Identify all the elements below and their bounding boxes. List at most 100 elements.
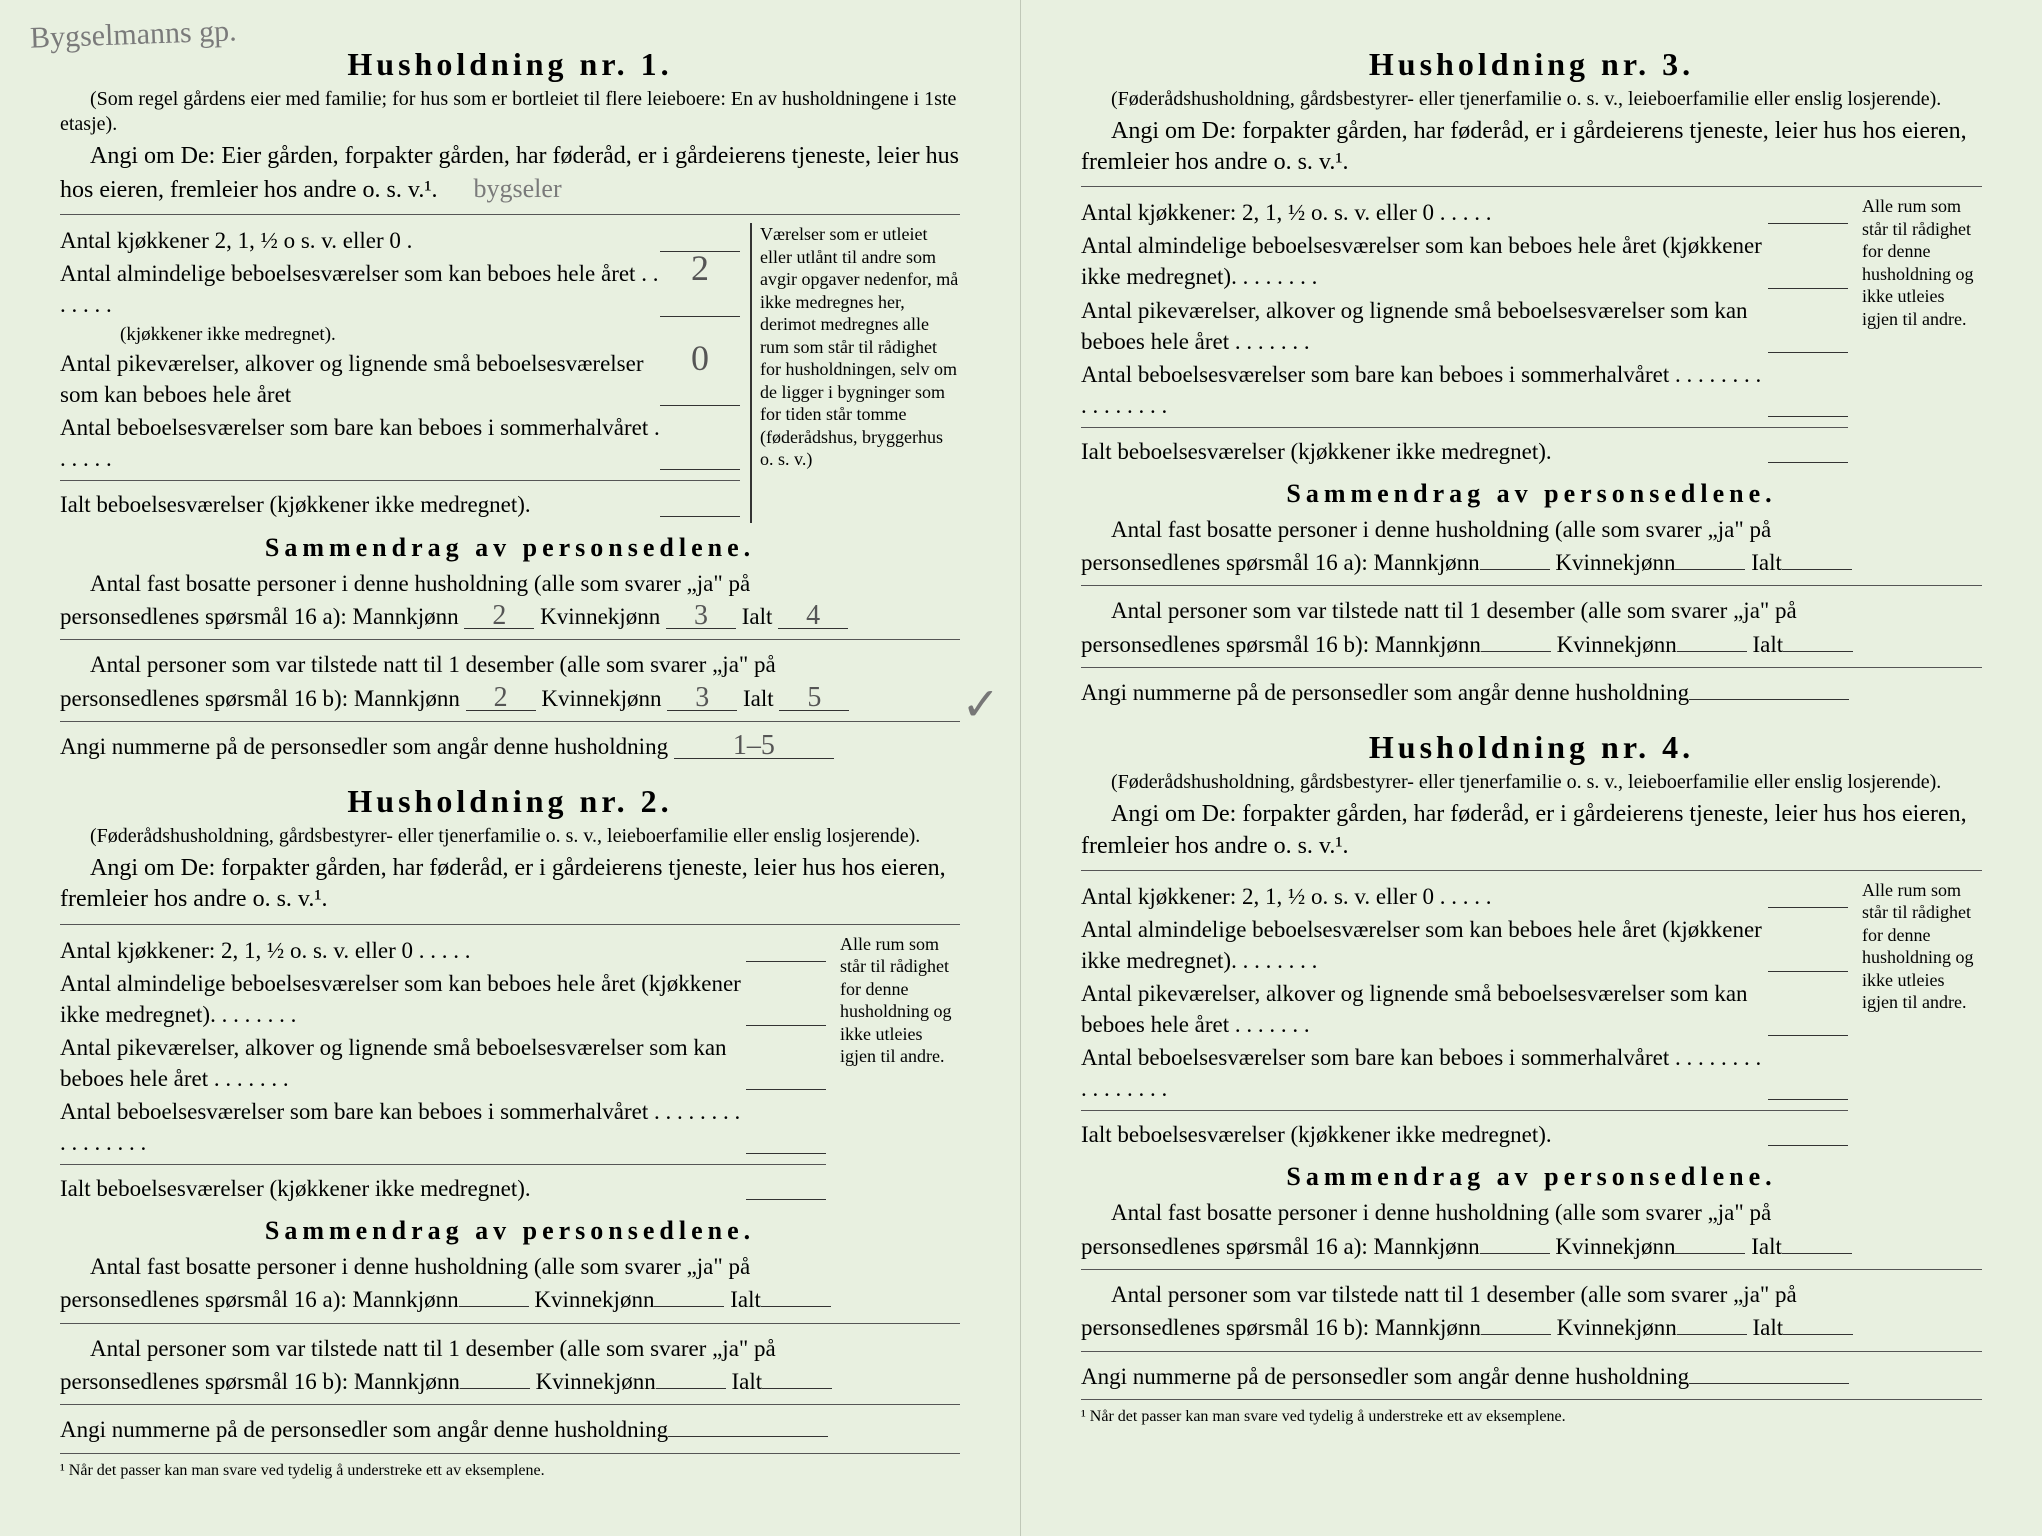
- label: Ialt beboelsesværelser (kjøkkener ikke m…: [60, 1173, 746, 1204]
- handwriting-annotation: Bygselmanns gp.: [29, 14, 237, 55]
- ialt-label: Ialt: [1753, 632, 1784, 657]
- value-slot: [1768, 910, 1848, 972]
- b2-pre: personsedlenes spørsmål 16 b): Mannkjønn: [1081, 632, 1481, 657]
- b-ialt-value: 5: [779, 685, 849, 711]
- ialt-label: Ialt: [730, 1287, 761, 1312]
- field-ialt-2: Ialt beboelsesværelser (kjøkkener ikke m…: [60, 1173, 826, 1204]
- sammendrag-b1-4: Antal personer som var tilstede natt til…: [1081, 1278, 1982, 1311]
- kv-label: Kvinnekjønn: [536, 1369, 656, 1394]
- a-ialt-value: 4: [778, 603, 848, 629]
- fields-left-1: Antal kjøkkener 2, 1, ½ o s. v. eller 0 …: [60, 223, 740, 522]
- value-slot: [1677, 1334, 1747, 1335]
- label: Ialt beboelsesværelser (kjøkkener ikke m…: [1081, 436, 1768, 467]
- sammendrag-a2-2: personsedlenes spørsmål 16 a): Mannkjønn…: [60, 1283, 960, 1316]
- fields-block-4: Antal kjøkkener: 2, 1, ½ o. s. v. eller …: [1081, 879, 1982, 1152]
- sammendrag-title-4: Sammendrag av personsedlene.: [1081, 1162, 1982, 1192]
- right-page: Husholdning nr. 3. (Føderådshusholdning,…: [1021, 0, 2042, 1536]
- kv-label: Kvinnekjønn: [534, 1287, 654, 1312]
- sammendrag-a1-1: Antal fast bosatte personer i denne hush…: [60, 567, 960, 600]
- subnote-3: (Føderådshusholdning, gårdsbestyrer- ell…: [1081, 87, 1982, 112]
- sammendrag-b1-3: Antal personer som var tilstede natt til…: [1081, 594, 1982, 627]
- a-mann-value: 2: [464, 603, 534, 629]
- section-title-2: Husholdning nr. 2.: [60, 783, 960, 820]
- a2-pre: personsedlenes spørsmål 16 a): Mannkjønn: [1081, 550, 1480, 575]
- sammendrag-a1-2: Antal fast bosatte personer i denne hush…: [60, 1250, 960, 1283]
- field-almindelige-2: Antal almindelige beboelsesværelser som …: [60, 968, 826, 1030]
- b2-pre: personsedlenes spørsmål 16 b): Mannkjønn: [60, 1369, 460, 1394]
- value-slot: [1481, 1334, 1551, 1335]
- fields-block-1: Antal kjøkkener 2, 1, ½ o s. v. eller 0 …: [60, 223, 960, 522]
- label: Antal kjøkkener: 2, 1, ½ o. s. v. eller …: [60, 935, 746, 966]
- sammendrag-b1-1: Antal personer som var tilstede natt til…: [60, 648, 960, 681]
- sammendrag-b2-1: personsedlenes spørsmål 16 b): Mannkjønn…: [60, 682, 960, 715]
- sammendrag-a2-4: personsedlenes spørsmål 16 a): Mannkjønn…: [1081, 1230, 1982, 1263]
- angi-4: Angi om De: forpakter gården, har føderå…: [1081, 799, 1982, 861]
- value-slot: [1481, 651, 1551, 652]
- sammendrag-b2-3: personsedlenes spørsmål 16 b): Mannkjønn…: [1081, 628, 1982, 661]
- fields-left-3: Antal kjøkkener: 2, 1, ½ o. s. v. eller …: [1081, 195, 1848, 468]
- b2-pre: personsedlenes spørsmål 16 b): Mannkjønn: [60, 686, 460, 711]
- value-slot: [1768, 877, 1848, 908]
- field-kjokkener-2: Antal kjøkkener: 2, 1, ½ o. s. v. eller …: [60, 935, 826, 966]
- fields-left-2: Antal kjøkkener: 2, 1, ½ o. s. v. eller …: [60, 933, 826, 1206]
- a2-pre: personsedlenes spørsmål 16 a): Mannkjønn: [1081, 1234, 1480, 1259]
- separator: [1081, 870, 1982, 871]
- kv-label: Kvinnekjønn: [1557, 632, 1677, 657]
- value-slot: [1768, 193, 1848, 224]
- b-mann-value: 2: [466, 685, 536, 711]
- field-almindelige-4: Antal almindelige beboelsesværelser som …: [1081, 914, 1848, 976]
- value-slot: [1782, 569, 1852, 570]
- value-slot: [1782, 1253, 1852, 1254]
- value-slot: [656, 1388, 726, 1389]
- sidenote-3: Alle rum som står til rådighet for denne…: [1852, 195, 1982, 468]
- separator: [1081, 427, 1848, 428]
- value-slot: [1675, 1253, 1745, 1254]
- value-slot: [1768, 226, 1848, 288]
- label: Antal almindelige beboelsesværelser som …: [1081, 914, 1768, 976]
- num-label: Angi nummerne på de personsedler som ang…: [1081, 1364, 1689, 1389]
- value-slot: [654, 1306, 724, 1307]
- value-slot: [746, 964, 826, 1026]
- value-slot: [1783, 651, 1853, 652]
- sammendrag-title-3: Sammendrag av personsedlene.: [1081, 479, 1982, 509]
- sammendrag-a2-3: personsedlenes spørsmål 16 a): Mannkjønn…: [1081, 546, 1982, 579]
- label: Antal beboelsesværelser som bare kan beb…: [60, 1096, 746, 1158]
- value-slot: [1768, 974, 1848, 1036]
- a-kv-value: 3: [666, 603, 736, 629]
- num-label: Angi nummerne på de personsedler som ang…: [60, 1417, 668, 1442]
- value-slot: [1677, 651, 1747, 652]
- value-slot: [660, 408, 740, 470]
- kv-label: Kvinnekjønn: [1555, 550, 1675, 575]
- separator: [1081, 1399, 1982, 1400]
- separator: [60, 1323, 960, 1324]
- value-slot: [746, 1028, 826, 1090]
- separator: [1081, 1110, 1848, 1111]
- value-slot: [1768, 432, 1848, 463]
- value-slot: [1768, 1038, 1848, 1100]
- section-title-4: Husholdning nr. 4.: [1081, 729, 1982, 766]
- value-slot: [1675, 569, 1745, 570]
- separator: [1081, 1269, 1982, 1270]
- separator: [60, 924, 960, 925]
- nummerne-3: Angi nummerne på de personsedler som ang…: [1081, 676, 1982, 709]
- angi-1: Angi om De: Eier gården, forpakter gårde…: [60, 141, 960, 206]
- sammendrag-a1-3: Antal fast bosatte personer i denne hush…: [1081, 513, 1982, 546]
- value-slot: [459, 1306, 529, 1307]
- kv-label: Kvinnekjønn: [1557, 1315, 1677, 1340]
- field-sommer-3: Antal beboelsesværelser som bare kan beb…: [1081, 359, 1848, 421]
- value-slot: [746, 1092, 826, 1154]
- field-kjokkener-4: Antal kjøkkener: 2, 1, ½ o. s. v. eller …: [1081, 881, 1848, 912]
- field-almindelige-3: Antal almindelige beboelsesværelser som …: [1081, 230, 1848, 292]
- b-kv-value: 3: [667, 685, 737, 711]
- nummerne-value: 1–5: [674, 733, 834, 759]
- label: Antal kjøkkener: 2, 1, ½ o. s. v. eller …: [1081, 881, 1768, 912]
- sammendrag-a2-1: personsedlenes spørsmål 16 a): Mannkjønn…: [60, 600, 960, 633]
- value-slot: [1689, 1383, 1849, 1384]
- value-slot: [668, 1436, 828, 1437]
- sammendrag-b2-2: personsedlenes spørsmål 16 b): Mannkjønn…: [60, 1365, 960, 1398]
- label: Antal almindelige beboelsesværelser som …: [1081, 230, 1768, 292]
- nummerne-1: Angi nummerne på de personsedler som ang…: [60, 730, 960, 763]
- field-sommer-4: Antal beboelsesværelser som bare kan beb…: [1081, 1042, 1848, 1104]
- field-kjokkener-1: Antal kjøkkener 2, 1, ½ o s. v. eller 0 …: [60, 225, 740, 256]
- value-slot: [761, 1306, 831, 1307]
